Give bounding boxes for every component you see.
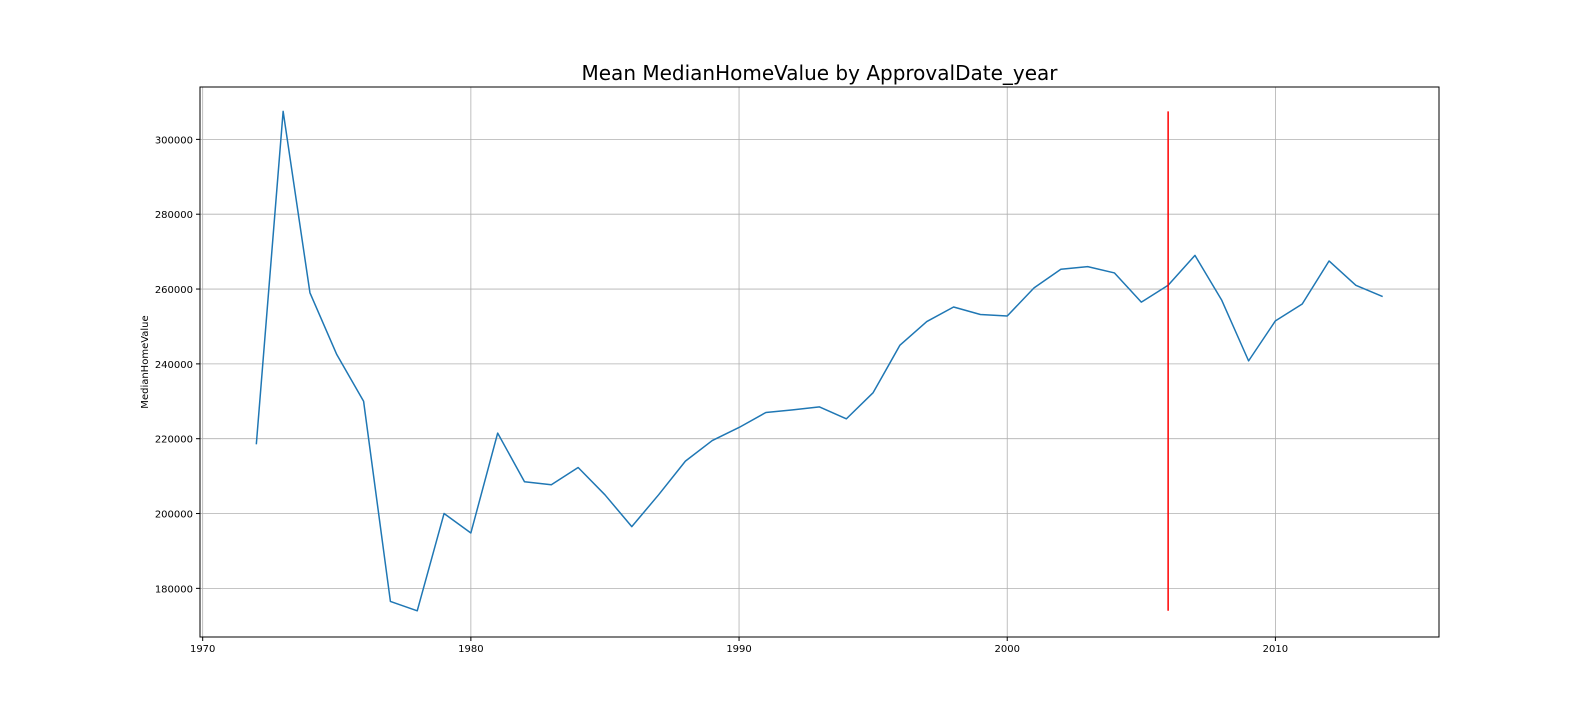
y-tick-label: 300000 [155, 135, 193, 146]
grid-lines [200, 87, 1439, 637]
y-tick-label: 200000 [155, 510, 193, 521]
plot-area [255, 110, 1383, 612]
x-tick-label: 1980 [458, 644, 483, 655]
y-axis-label: MedianHomeValue [140, 315, 151, 408]
y-tick-label: 220000 [155, 435, 193, 446]
x-tick-label: 2010 [1263, 644, 1288, 655]
axis-ticks: 1970 1980 1990 2000 2010 180000 200000 220000 24… [155, 135, 1288, 655]
y-tick-label: 240000 [155, 360, 193, 371]
plot-frame [199, 86, 1440, 638]
x-tick-label: 1970 [190, 644, 215, 655]
y-tick-label: 260000 [155, 285, 193, 296]
data-series-line [255, 110, 1383, 612]
chart-title: Mean MedianHomeValue by ApprovalDate_yea… [582, 61, 1059, 85]
y-tick-label: 280000 [155, 210, 193, 221]
x-tick-label: 1990 [726, 644, 751, 655]
y-tick-label: 180000 [155, 584, 193, 595]
x-tick-label: 2000 [995, 644, 1020, 655]
